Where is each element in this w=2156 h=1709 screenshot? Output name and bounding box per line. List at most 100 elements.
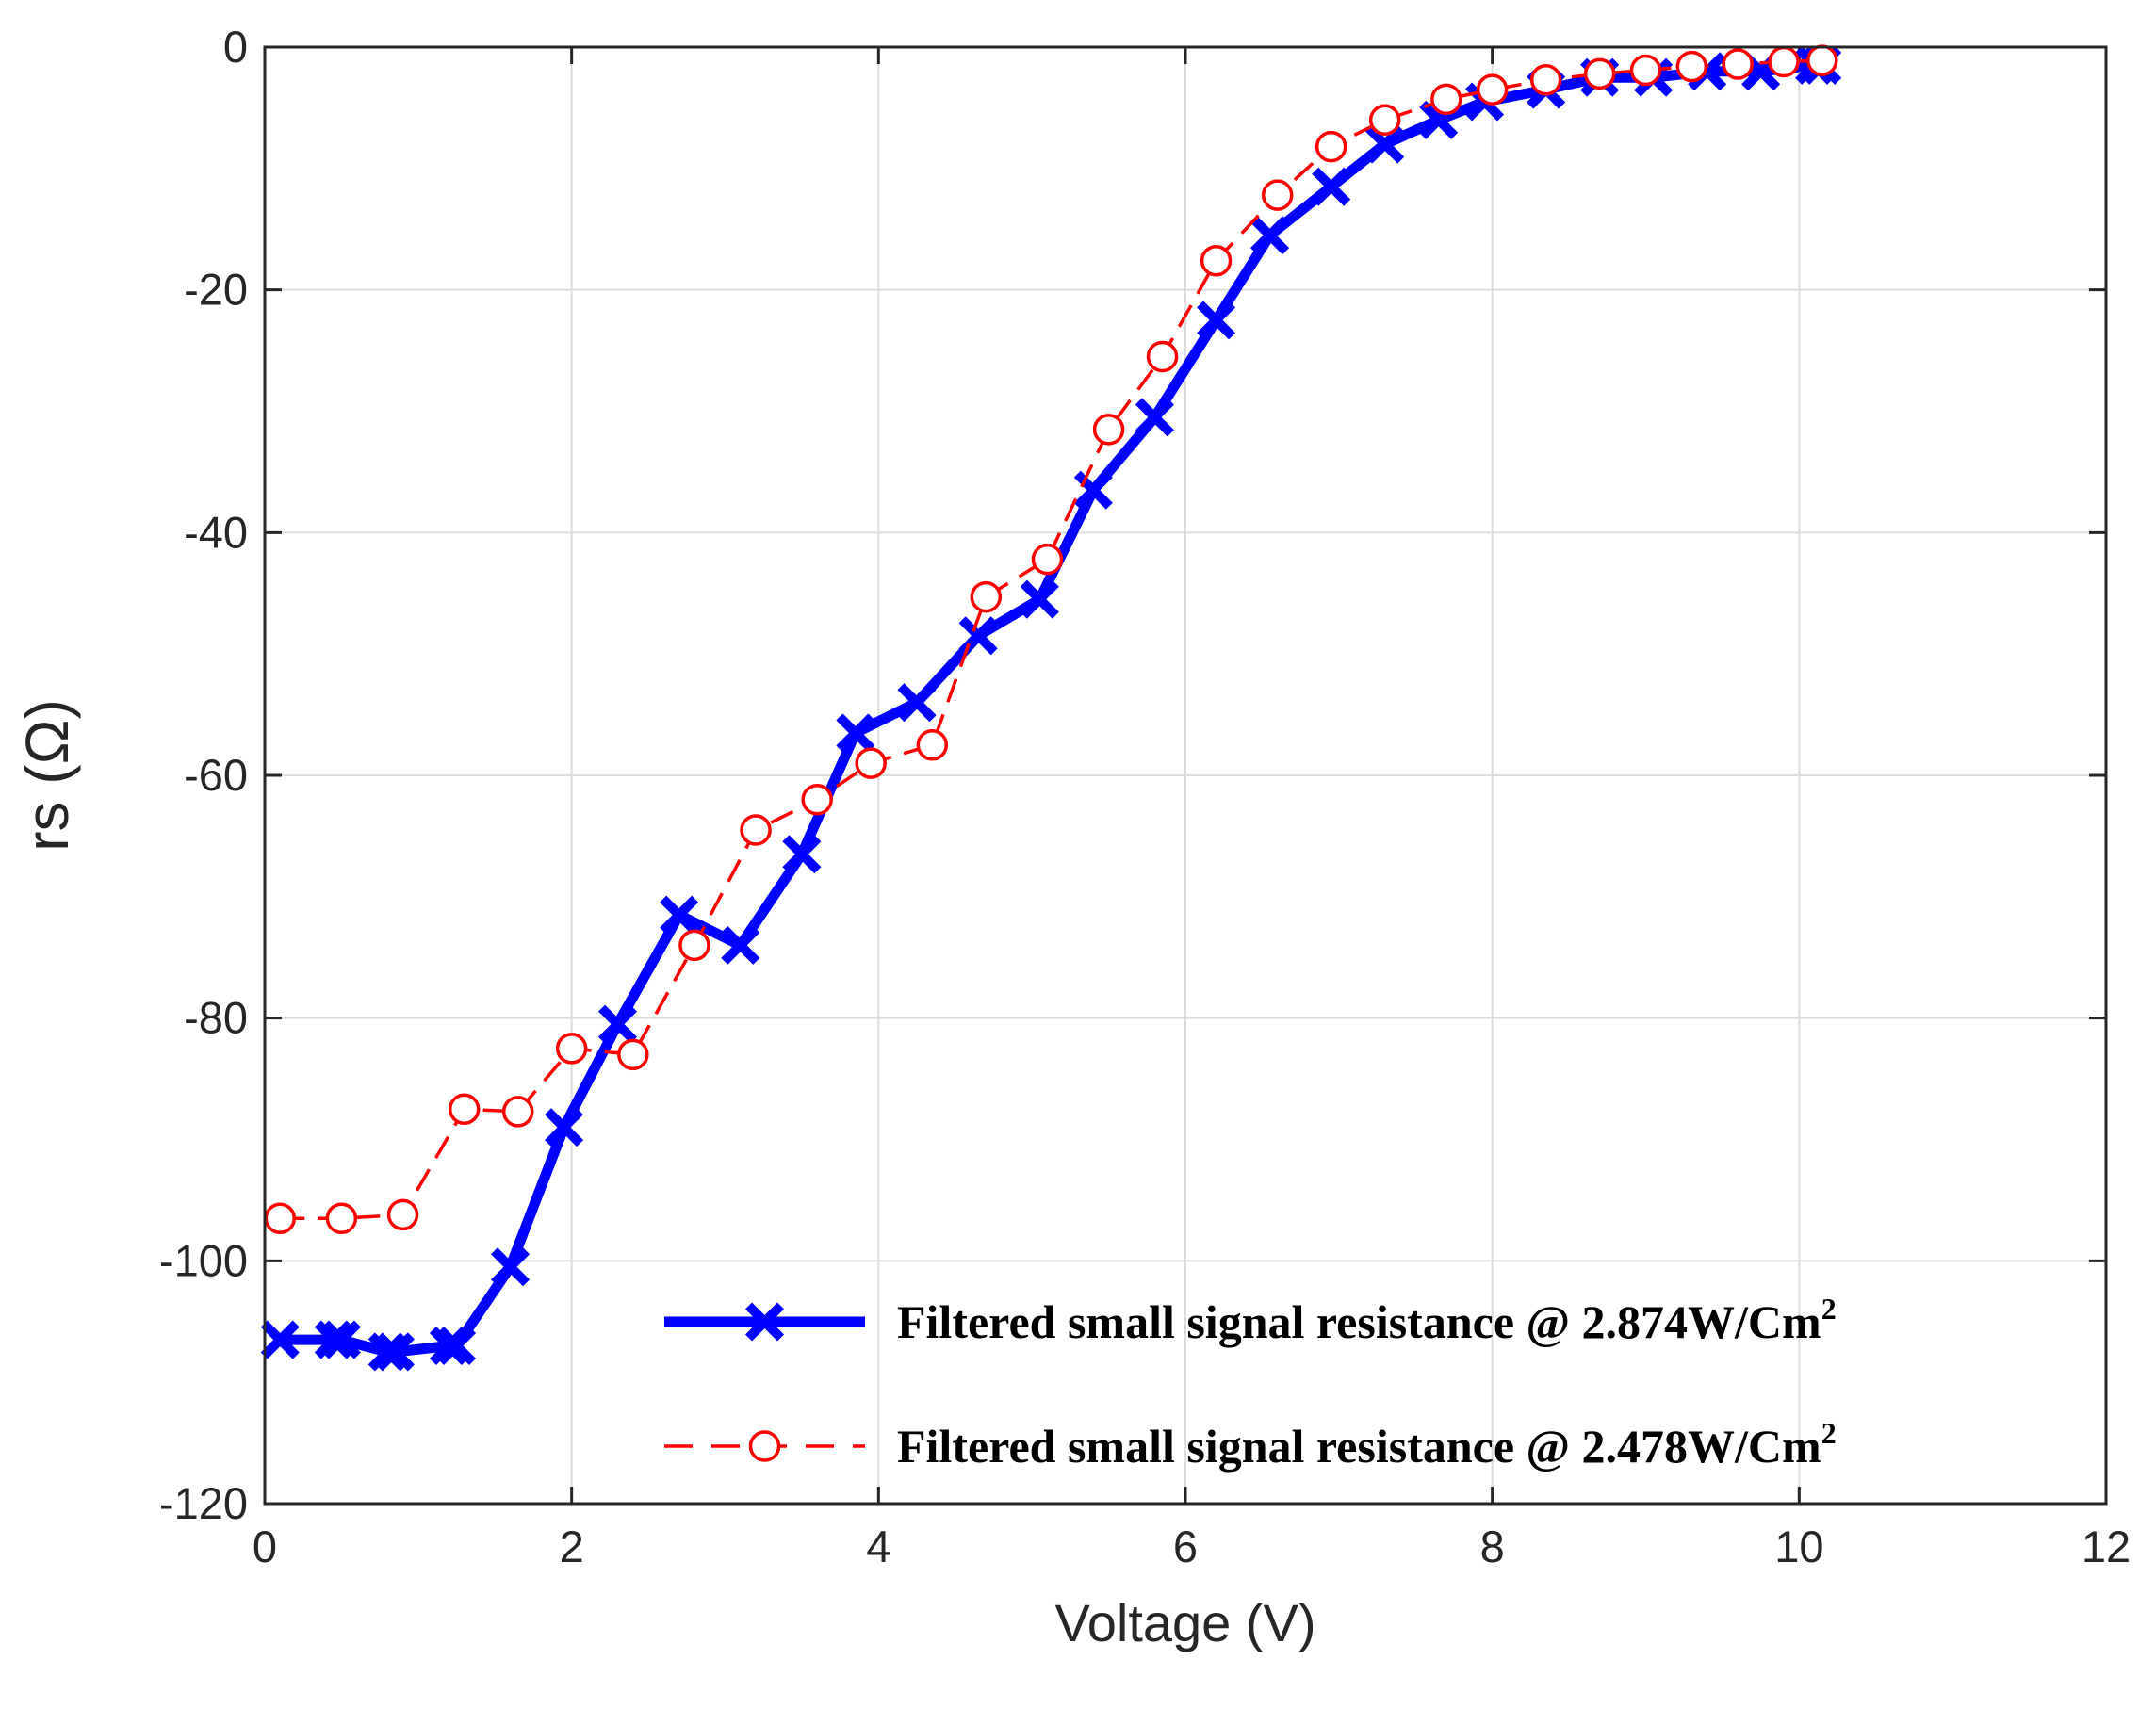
data-point <box>1368 104 1401 137</box>
data-point <box>1146 340 1179 373</box>
y-tick-label: -100 <box>159 1235 248 1285</box>
data-point <box>1629 54 1662 87</box>
data-point <box>1583 57 1616 90</box>
marker-stroke <box>321 1320 361 1359</box>
marker-stroke <box>721 925 760 965</box>
y-tick-label: -120 <box>159 1478 248 1528</box>
data-point <box>1365 124 1405 164</box>
x-tick-label: 8 <box>1480 1522 1505 1571</box>
marker-stroke <box>782 835 822 874</box>
y-tick-label: -80 <box>184 993 248 1043</box>
legend-label: Filtered small signal resistance @ 2.874… <box>897 1292 1837 1348</box>
marker-stroke <box>1688 52 1727 91</box>
y-tick-label: -20 <box>184 265 248 315</box>
data-point <box>1806 44 1838 76</box>
data-point <box>1261 179 1294 211</box>
data-point <box>1315 130 1348 163</box>
data-point <box>321 1320 361 1359</box>
marker-stroke <box>1073 470 1113 510</box>
data-point <box>1768 45 1800 78</box>
data-point <box>1675 50 1708 83</box>
y-axis-label: rs (Ω) <box>13 699 81 852</box>
marker-stroke <box>1197 301 1236 340</box>
legend-marker <box>744 1302 785 1342</box>
x-tick-label: 2 <box>560 1522 584 1571</box>
marker-stroke <box>660 895 699 935</box>
data-point <box>314 1320 353 1359</box>
data-point <box>1529 64 1562 96</box>
marker-stroke <box>368 1332 407 1372</box>
x-tick-label: 4 <box>866 1522 890 1571</box>
data-point <box>801 784 833 816</box>
data-point <box>375 1332 415 1372</box>
marker-stroke <box>897 683 937 723</box>
tick-labels: 0 2 4 6 8 10 12 0 -20 -40 -60 -80 -100 -120 <box>159 22 2131 1571</box>
series-layer <box>260 44 1842 1372</box>
data-point <box>1020 579 1059 619</box>
data-point <box>544 1108 584 1147</box>
marker-stroke <box>437 1326 477 1366</box>
data-point <box>429 1326 468 1366</box>
data-point <box>325 1202 358 1234</box>
legend-marker <box>748 1430 781 1462</box>
data-point <box>1312 167 1351 206</box>
data-point <box>1722 48 1754 80</box>
x-tick-label: 10 <box>1774 1522 1823 1571</box>
data-point <box>386 1198 419 1231</box>
x-tick-label: 12 <box>2082 1522 2131 1571</box>
data-point <box>1250 216 1290 255</box>
data-point <box>1476 73 1509 106</box>
marker-stroke <box>1250 216 1290 255</box>
data-point <box>1135 398 1174 437</box>
marker-stroke <box>544 1108 584 1147</box>
legend-entry-1: Filtered small signal resistance @ 2.874… <box>664 1292 1837 1348</box>
legend: Filtered small signal resistance @ 2.874… <box>664 1292 1837 1473</box>
plot-frame <box>263 45 2108 1506</box>
data-point <box>437 1326 477 1366</box>
x-tick-label: 0 <box>253 1522 277 1571</box>
data-point <box>721 925 760 965</box>
data-point <box>897 683 937 723</box>
data-point <box>970 580 1003 613</box>
data-point <box>836 713 875 753</box>
data-point <box>368 1332 407 1372</box>
marker-stroke <box>1020 579 1059 619</box>
series-2 <box>264 44 1838 1234</box>
y-tick-label: 0 <box>223 22 248 72</box>
data-point <box>1197 301 1236 340</box>
data-point <box>555 1033 588 1065</box>
data-point <box>678 929 710 962</box>
data-point <box>448 1093 481 1126</box>
marker-stroke <box>260 1320 300 1359</box>
marker-stroke <box>1312 167 1351 206</box>
data-point <box>782 835 822 874</box>
marker-stroke <box>1365 124 1405 164</box>
marker-stroke <box>314 1320 353 1359</box>
data-point <box>855 747 887 779</box>
legend-superscript: 2 <box>1821 1416 1837 1450</box>
marker-stroke <box>1135 398 1174 437</box>
y-tick-label: -60 <box>184 750 248 800</box>
marker-stroke <box>836 713 875 753</box>
data-point <box>740 814 772 846</box>
legend-label: Filtered small signal resistance @ 2.478… <box>897 1416 1837 1473</box>
legend-superscript: 2 <box>1821 1292 1837 1326</box>
marker-stroke <box>597 1004 638 1044</box>
data-point <box>1092 414 1125 446</box>
data-point <box>260 1320 300 1359</box>
data-point <box>1073 470 1113 510</box>
data-point <box>264 1202 297 1234</box>
data-point <box>1031 543 1064 576</box>
marker-stroke <box>744 1302 785 1342</box>
marker-stroke <box>490 1247 531 1287</box>
y-tick-label: -40 <box>184 507 248 557</box>
x-tick-label: 6 <box>1173 1522 1198 1571</box>
data-point <box>597 1004 638 1044</box>
data-point <box>490 1247 531 1287</box>
marker-stroke <box>375 1332 415 1372</box>
data-point <box>660 895 699 935</box>
marker-stroke <box>429 1326 468 1366</box>
